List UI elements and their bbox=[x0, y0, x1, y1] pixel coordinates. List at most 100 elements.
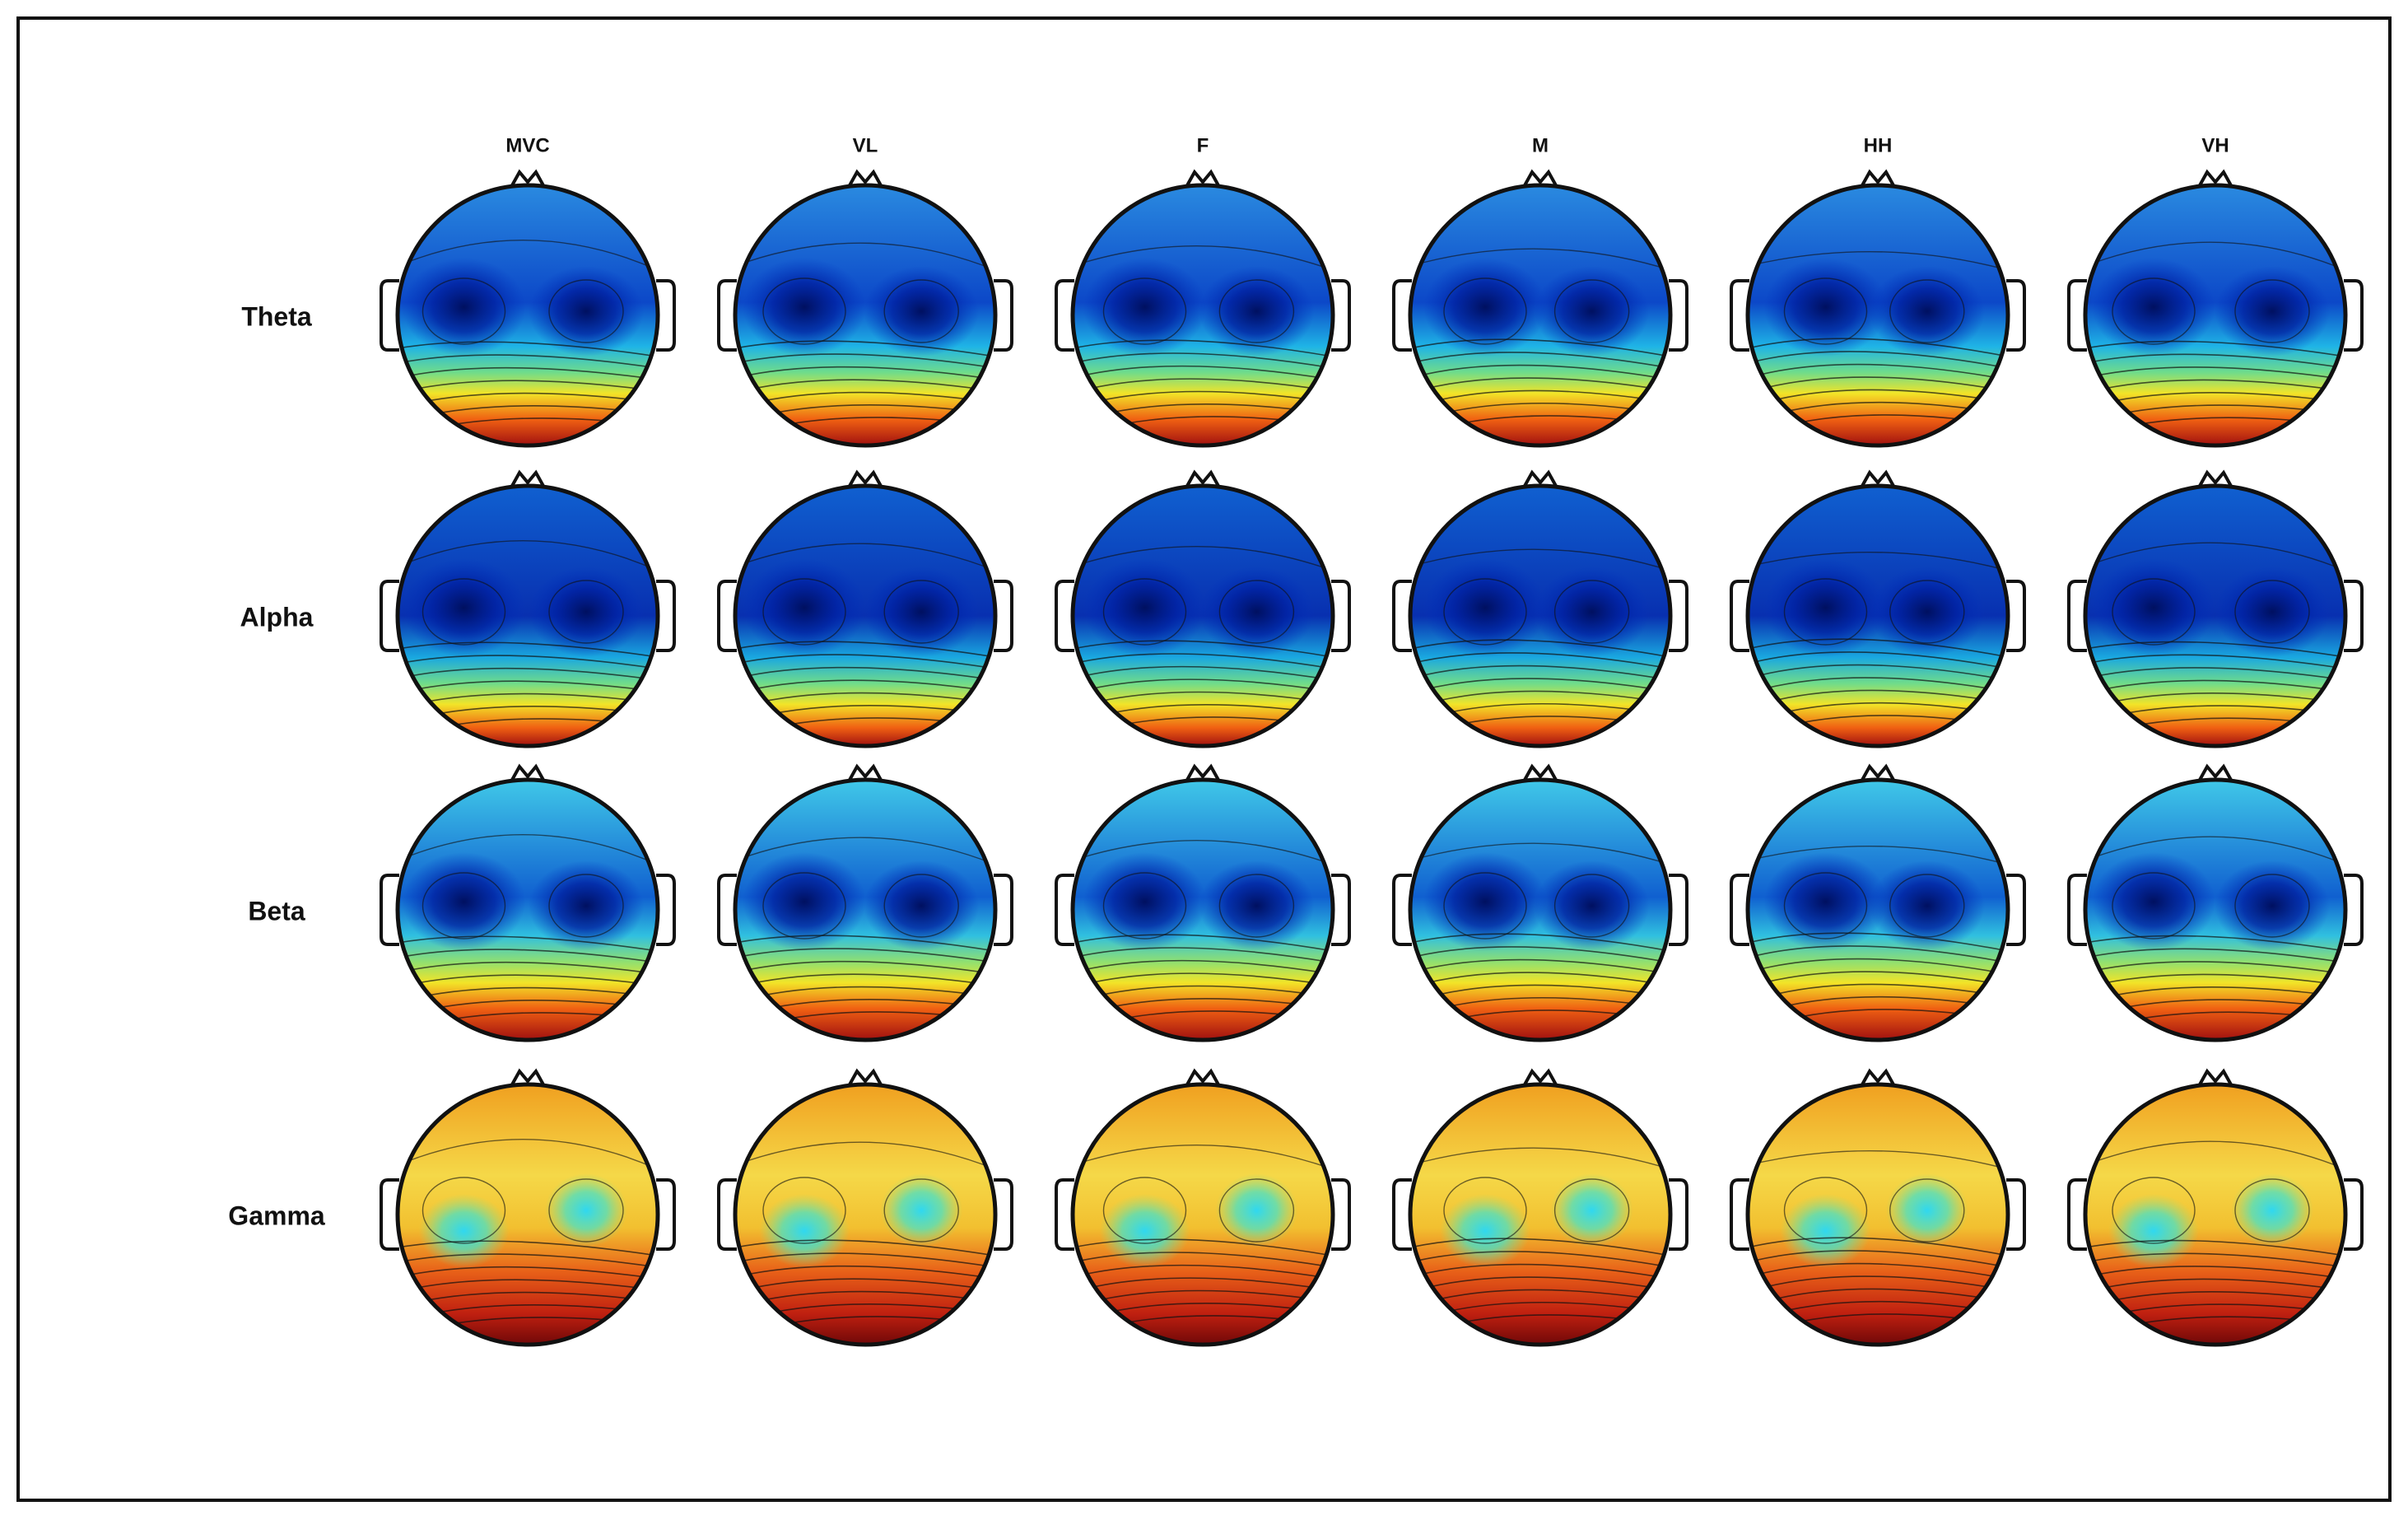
contour-line bbox=[2085, 1140, 2345, 1170]
contour-line bbox=[398, 961, 658, 975]
ear bbox=[1055, 874, 1074, 946]
contour-line bbox=[735, 353, 995, 369]
activity-blob bbox=[1199, 567, 1315, 657]
contour-line bbox=[398, 935, 658, 952]
contour-line bbox=[2085, 641, 2345, 658]
contour-line bbox=[1889, 1178, 1965, 1243]
scalp-map bbox=[398, 486, 658, 746]
activity-blob bbox=[1423, 852, 1547, 951]
head-outline bbox=[1745, 1082, 2010, 1347]
ear bbox=[380, 1178, 399, 1251]
contour-line bbox=[735, 837, 995, 865]
ear bbox=[1331, 279, 1351, 352]
contour-line bbox=[1410, 946, 1670, 963]
contour-line bbox=[2085, 379, 2345, 394]
row-label: Gamma bbox=[228, 1201, 325, 1230]
topomap bbox=[2067, 1068, 2364, 1347]
ear bbox=[1669, 1178, 1688, 1251]
contour-line bbox=[2085, 836, 2345, 865]
ear bbox=[1331, 580, 1351, 652]
scalp-map bbox=[1748, 185, 2008, 445]
contour-line bbox=[1410, 958, 1670, 975]
nose bbox=[2197, 469, 2233, 488]
activity-blob bbox=[1885, 1173, 1968, 1247]
contour-line bbox=[1073, 1238, 1333, 1257]
contour-line bbox=[1443, 1177, 1527, 1244]
activity-blob bbox=[1534, 567, 1650, 657]
topomap bbox=[1730, 763, 2026, 1042]
contour-line bbox=[2085, 1239, 2345, 1257]
topomap bbox=[1730, 1068, 2026, 1347]
contour-line bbox=[1748, 351, 2008, 369]
contour-line bbox=[1553, 874, 1630, 938]
ear bbox=[1669, 279, 1688, 352]
activity-blob bbox=[1534, 266, 1650, 357]
ear bbox=[380, 580, 399, 652]
nose bbox=[1522, 763, 1558, 782]
contour-line bbox=[1748, 1262, 2008, 1280]
row-label: Theta bbox=[241, 301, 312, 331]
contour-line bbox=[1443, 578, 1527, 646]
activity-blob bbox=[1199, 860, 1315, 951]
head-outline bbox=[1745, 483, 2010, 748]
contour-line bbox=[398, 655, 658, 669]
contour-line bbox=[1410, 1238, 1670, 1257]
contour-line bbox=[1553, 1178, 1630, 1243]
contour-line bbox=[2085, 241, 2345, 271]
head-outline bbox=[1070, 183, 1335, 448]
contour-line bbox=[1073, 1144, 1333, 1170]
contour-line bbox=[398, 354, 658, 369]
contour-line bbox=[398, 1279, 658, 1293]
activity-blob bbox=[2215, 266, 2330, 357]
topomap bbox=[1055, 169, 1351, 448]
contour-line bbox=[398, 680, 658, 694]
row-label: Beta bbox=[248, 896, 305, 926]
topomap bbox=[717, 1068, 1013, 1347]
contour-line bbox=[2085, 1252, 2345, 1268]
contour-line bbox=[2234, 580, 2310, 644]
contour-line bbox=[735, 1278, 995, 1293]
contour-line bbox=[1410, 1147, 1670, 1170]
contour-line bbox=[1748, 552, 2008, 571]
activity-blob bbox=[1423, 558, 1547, 657]
ear bbox=[656, 580, 676, 652]
contour-line bbox=[2085, 973, 2345, 988]
contour-line bbox=[1410, 933, 1670, 952]
nose bbox=[1860, 1068, 1896, 1087]
ear bbox=[717, 874, 737, 946]
contour-line bbox=[1073, 1264, 1333, 1280]
contour-line bbox=[398, 366, 658, 380]
contour-line bbox=[1073, 1252, 1333, 1268]
contour-line bbox=[1748, 971, 2008, 988]
ear bbox=[1730, 279, 1749, 352]
ear bbox=[1730, 874, 1749, 946]
contour-line bbox=[1073, 1277, 1333, 1293]
contour-line bbox=[398, 240, 658, 271]
ear bbox=[717, 580, 737, 652]
contour-line bbox=[1410, 664, 1670, 681]
head-outline bbox=[395, 483, 660, 748]
contour-line bbox=[1073, 352, 1333, 369]
contour-line bbox=[398, 974, 658, 988]
nose bbox=[847, 469, 883, 488]
contour-line bbox=[1748, 251, 2008, 271]
activity-blob bbox=[2092, 558, 2215, 657]
nose bbox=[510, 469, 546, 488]
activity-blob bbox=[1763, 852, 1888, 951]
ear bbox=[1055, 580, 1074, 652]
contour-line bbox=[735, 948, 995, 963]
contour-line bbox=[398, 540, 658, 571]
contour-line bbox=[1073, 934, 1333, 952]
row-label: Alpha bbox=[240, 602, 314, 632]
contour-line bbox=[1410, 1251, 1670, 1268]
ear bbox=[380, 874, 399, 946]
ear bbox=[2344, 1178, 2364, 1251]
head-outline bbox=[2083, 483, 2348, 748]
contour-line bbox=[735, 1265, 995, 1280]
activity-blob bbox=[864, 266, 980, 357]
activity-blob bbox=[529, 266, 644, 357]
column-label: HH bbox=[1864, 134, 1893, 156]
contour-line bbox=[1553, 580, 1630, 644]
topomap bbox=[1392, 169, 1688, 448]
contour-line bbox=[1748, 958, 2008, 975]
